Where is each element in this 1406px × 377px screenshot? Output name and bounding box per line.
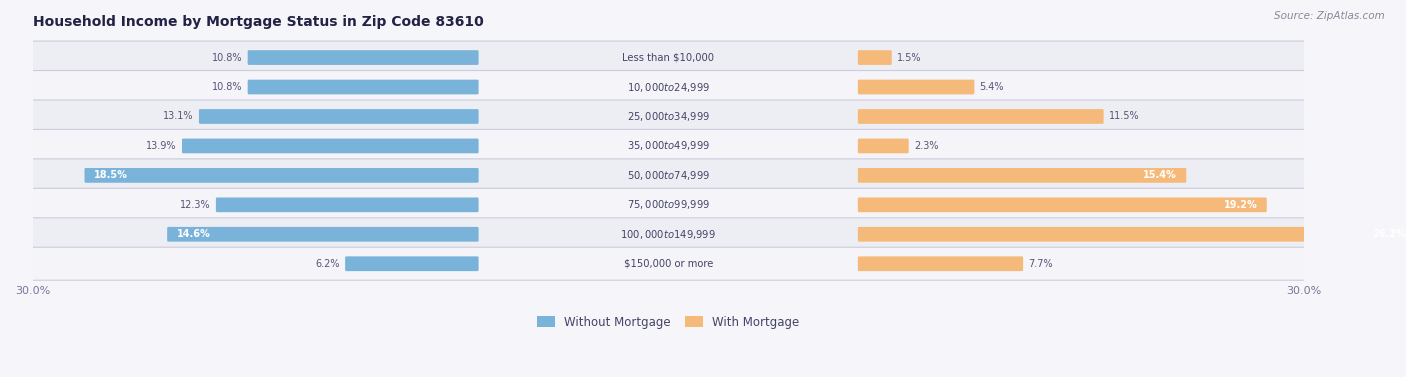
Text: 10.8%: 10.8%	[212, 52, 242, 63]
FancyBboxPatch shape	[247, 50, 478, 65]
FancyBboxPatch shape	[25, 159, 1312, 192]
FancyBboxPatch shape	[858, 109, 1104, 124]
Legend: Without Mortgage, With Mortgage: Without Mortgage, With Mortgage	[537, 316, 800, 329]
Text: Household Income by Mortgage Status in Zip Code 83610: Household Income by Mortgage Status in Z…	[32, 15, 484, 29]
FancyBboxPatch shape	[25, 70, 1312, 104]
FancyBboxPatch shape	[181, 139, 478, 153]
FancyBboxPatch shape	[858, 139, 908, 153]
Text: 5.4%: 5.4%	[980, 82, 1004, 92]
FancyBboxPatch shape	[25, 41, 1312, 74]
Text: 11.5%: 11.5%	[1109, 112, 1139, 121]
Text: 7.7%: 7.7%	[1028, 259, 1053, 269]
FancyBboxPatch shape	[247, 80, 478, 94]
FancyBboxPatch shape	[217, 198, 478, 212]
FancyBboxPatch shape	[25, 129, 1312, 162]
FancyBboxPatch shape	[25, 188, 1312, 221]
Text: $25,000 to $34,999: $25,000 to $34,999	[627, 110, 710, 123]
Text: 13.9%: 13.9%	[146, 141, 177, 151]
FancyBboxPatch shape	[858, 50, 891, 65]
Text: $75,000 to $99,999: $75,000 to $99,999	[627, 198, 710, 211]
FancyBboxPatch shape	[344, 256, 478, 271]
Text: $150,000 or more: $150,000 or more	[623, 259, 713, 269]
Text: 19.2%: 19.2%	[1223, 200, 1257, 210]
Text: 12.3%: 12.3%	[180, 200, 211, 210]
Text: Less than $10,000: Less than $10,000	[623, 52, 714, 63]
Text: 26.2%: 26.2%	[1372, 229, 1406, 239]
FancyBboxPatch shape	[25, 100, 1312, 133]
Text: 15.4%: 15.4%	[1143, 170, 1177, 180]
FancyBboxPatch shape	[858, 198, 1267, 212]
Text: $50,000 to $74,999: $50,000 to $74,999	[627, 169, 710, 182]
Text: 14.6%: 14.6%	[177, 229, 211, 239]
Text: 13.1%: 13.1%	[163, 112, 194, 121]
FancyBboxPatch shape	[167, 227, 478, 242]
FancyBboxPatch shape	[25, 218, 1312, 251]
Text: 2.3%: 2.3%	[914, 141, 938, 151]
Text: $100,000 to $149,999: $100,000 to $149,999	[620, 228, 716, 241]
Text: 6.2%: 6.2%	[315, 259, 340, 269]
FancyBboxPatch shape	[198, 109, 478, 124]
FancyBboxPatch shape	[858, 256, 1024, 271]
Text: 10.8%: 10.8%	[212, 82, 242, 92]
Text: $10,000 to $24,999: $10,000 to $24,999	[627, 81, 710, 93]
FancyBboxPatch shape	[858, 227, 1406, 242]
Text: 18.5%: 18.5%	[94, 170, 128, 180]
FancyBboxPatch shape	[25, 247, 1312, 280]
Text: Source: ZipAtlas.com: Source: ZipAtlas.com	[1274, 11, 1385, 21]
Text: 1.5%: 1.5%	[897, 52, 921, 63]
Text: $35,000 to $49,999: $35,000 to $49,999	[627, 139, 710, 152]
FancyBboxPatch shape	[858, 80, 974, 94]
FancyBboxPatch shape	[84, 168, 478, 183]
FancyBboxPatch shape	[858, 168, 1187, 183]
